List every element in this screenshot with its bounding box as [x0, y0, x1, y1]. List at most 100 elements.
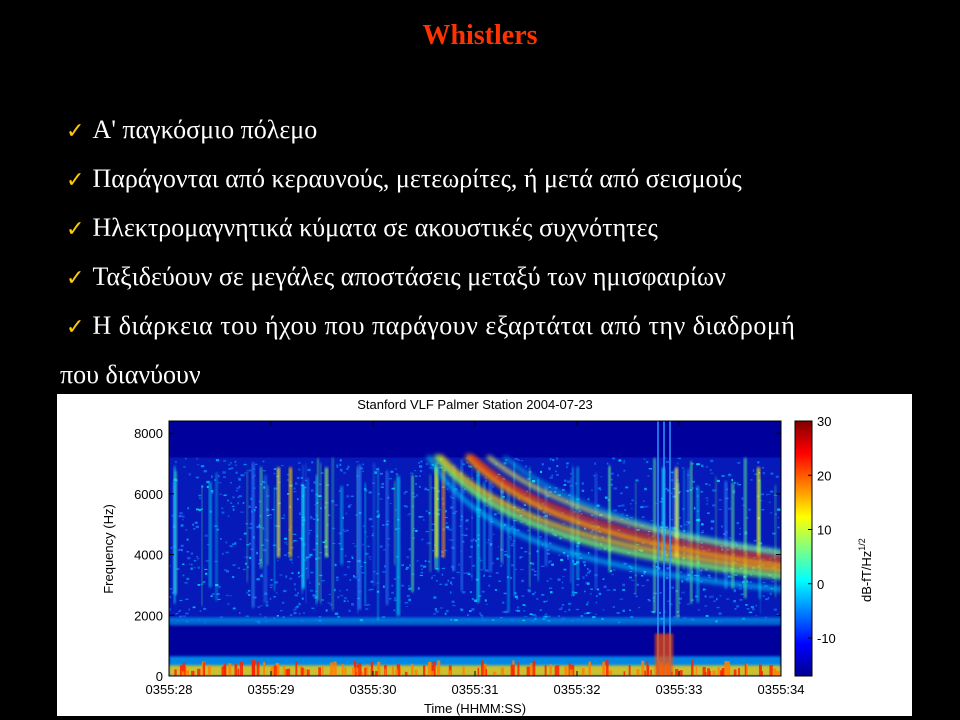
spectrogram-speckle	[511, 543, 514, 545]
spectrogram-speckle	[481, 616, 484, 619]
sferic-streak	[305, 463, 307, 604]
spectrogram-speckle	[227, 463, 231, 466]
spectrogram-speckle	[310, 489, 314, 492]
sferic-streak-strong	[675, 467, 678, 558]
low-band-spike	[526, 666, 530, 676]
spectrogram-speckle	[679, 536, 683, 539]
spectrogram-speckle	[188, 563, 191, 566]
spectrogram-speckle	[245, 615, 250, 618]
spectrogram-speckle	[719, 595, 722, 597]
spectrogram-speckle	[607, 536, 609, 539]
spectrogram-speckle	[498, 580, 501, 582]
spectrogram-speckle	[218, 585, 221, 589]
spectrogram-speckle	[365, 489, 368, 492]
spectrogram-speckle	[588, 612, 592, 614]
spectrogram-speckle	[291, 541, 294, 543]
spectrogram-speckle	[488, 575, 492, 577]
spectrogram-speckle	[597, 548, 602, 551]
spectrogram-speckle	[718, 508, 722, 511]
spectrogram-speckle	[478, 594, 482, 597]
spectrogram-speckle	[439, 583, 443, 585]
spectrogram-speckle	[430, 576, 434, 580]
spectrogram-speckle	[199, 610, 202, 612]
spectrogram-speckle	[419, 470, 423, 473]
spectrogram-speckle	[383, 565, 386, 568]
spectrogram-speckle	[750, 606, 754, 609]
sferic-streak	[683, 468, 685, 570]
spectrogram-speckle	[228, 468, 232, 470]
low-band-spike	[431, 665, 434, 676]
spectrogram-speckle	[381, 482, 385, 486]
spectrogram-speckle	[509, 536, 512, 538]
spectrogram-speckle	[227, 499, 229, 502]
spectrogram-speckle	[681, 467, 684, 469]
spectrogram-speckle	[705, 483, 708, 485]
spectrogram-speckle	[418, 465, 423, 468]
spectrogram-speckle	[563, 479, 567, 482]
low-band-spike	[769, 665, 773, 676]
sferic-streak	[537, 478, 539, 581]
spectrogram-speckle	[712, 489, 714, 492]
spectrogram-speckle	[586, 601, 590, 604]
spectrogram-speckle	[182, 615, 186, 617]
spectrogram-speckle	[693, 574, 697, 576]
spectrogram-speckle	[404, 602, 409, 604]
spectrogram-speckle	[547, 620, 551, 622]
spectrogram-speckle	[408, 587, 411, 591]
spectrogram-speckle	[207, 544, 209, 546]
sferic-streak	[774, 485, 777, 598]
spectrogram-speckle	[563, 568, 567, 571]
low-band-spike	[564, 666, 568, 676]
spectrogram-speckle	[393, 578, 397, 580]
low-band-spike	[588, 661, 591, 676]
spectrogram-speckle	[321, 580, 325, 582]
spectrogram-speckle	[256, 551, 259, 555]
low-band-spike	[239, 662, 244, 676]
sferic-streak	[488, 481, 492, 573]
spectrogram-speckle	[739, 587, 742, 590]
spectrogram-speckle	[566, 462, 569, 465]
spectrogram-speckle	[249, 522, 253, 525]
spectrogram-speckle	[750, 587, 752, 589]
spectrogram-speckle	[761, 467, 765, 469]
spectrogram-speckle	[547, 549, 550, 552]
spectrogram-speckle	[454, 619, 458, 621]
spectrogram-speckle	[560, 619, 563, 622]
spectrogram-speckle	[557, 578, 560, 580]
spectrogram-speckle	[611, 574, 614, 576]
spectrogram-speckle	[333, 588, 336, 592]
spectrogram-speckle	[415, 483, 417, 485]
spectrogram-speckle	[291, 572, 294, 575]
spectrogram-speckle	[533, 573, 537, 576]
spectrogram-speckle	[468, 610, 472, 613]
colorbar-label: dB-fT/Hz1/2	[857, 538, 874, 602]
spectrogram-speckle	[721, 525, 723, 528]
spectrogram-speckle	[561, 617, 565, 621]
spectrogram-speckle	[560, 558, 564, 562]
spectrogram-speckle	[347, 465, 350, 469]
spectrogram-speckle	[586, 582, 590, 585]
spectrogram-speckle	[555, 457, 559, 460]
spectrogram-speckle	[336, 464, 339, 466]
whistler-trace	[434, 454, 781, 580]
spectrogram-speckle	[193, 559, 197, 562]
low-band-spike	[181, 671, 185, 676]
spectrogram-speckle	[643, 458, 646, 460]
spectrogram-speckle	[741, 497, 744, 500]
low-band-spike	[182, 662, 186, 676]
spectrogram-speckle	[349, 578, 352, 581]
spectrogram-speckle	[510, 538, 513, 541]
spectrogram-speckle	[248, 526, 253, 529]
spectrogram-speckle	[253, 597, 257, 599]
bullet-item: ✓ Ταξιδεύουν σε μεγάλες αποστάσεις μεταξύ…	[66, 253, 951, 302]
spectrogram-speckle	[752, 469, 755, 472]
spectrogram-speckle	[339, 459, 342, 462]
spectrogram-speckle	[235, 471, 238, 474]
bullet-text: Ηλεκτρομαγνητικά κύματα σε ακουστικές συ…	[92, 213, 658, 242]
low-band-spike	[197, 668, 201, 676]
spectrogram-speckle	[418, 461, 421, 464]
spectrogram-speckle	[276, 615, 279, 617]
spectrogram-speckle	[262, 470, 266, 472]
spectrogram-speckle	[328, 514, 331, 517]
spectrogram-speckle	[339, 468, 343, 472]
